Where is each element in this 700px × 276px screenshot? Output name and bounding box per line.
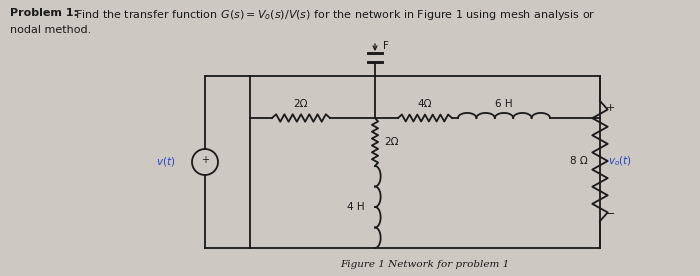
Text: 4 H: 4 H: [347, 202, 365, 212]
Text: +: +: [606, 103, 615, 113]
Text: +: +: [201, 155, 209, 165]
Text: −: −: [606, 209, 615, 219]
Text: $v(t)$: $v(t)$: [155, 155, 175, 169]
Text: 6 H: 6 H: [495, 99, 513, 109]
Text: 8 Ω: 8 Ω: [570, 156, 588, 166]
Text: Find the transfer function $G(s) = V_o(s)/V(s)$ for the network in Figure 1 usin: Find the transfer function $G(s) = V_o(s…: [75, 8, 596, 22]
Text: F: F: [383, 41, 389, 51]
Text: 4Ω: 4Ω: [418, 99, 433, 109]
Text: 2Ω: 2Ω: [294, 99, 308, 109]
Text: Problem 1:: Problem 1:: [10, 8, 78, 18]
Text: 2Ω: 2Ω: [384, 137, 398, 147]
Text: nodal method.: nodal method.: [10, 25, 91, 35]
Text: Figure 1 Network for problem 1: Figure 1 Network for problem 1: [340, 260, 510, 269]
Text: $v_o(t)$: $v_o(t)$: [608, 154, 632, 168]
